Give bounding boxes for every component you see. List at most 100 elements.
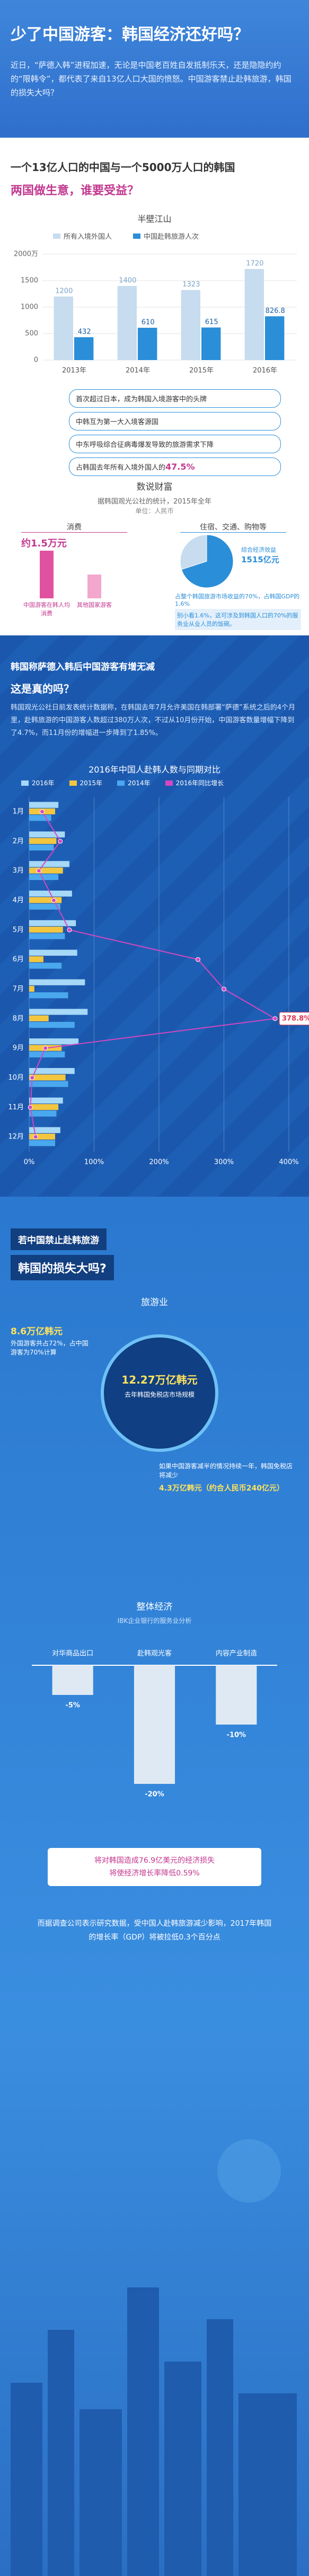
bar <box>29 1015 49 1021</box>
annotation: 378.8% <box>282 1015 309 1022</box>
value-label: 610 <box>142 319 155 327</box>
value-label: 1400 <box>119 277 136 285</box>
bar-chart: 0 500 1000 1500 2000万 2013年 1200 432 2014年 1400 61… <box>14 250 297 375</box>
callout-line: 将对韩国造成76.9亿美元的经济损失 <box>94 1856 215 1865</box>
bar <box>29 1140 55 1146</box>
value-label: 826.8 <box>266 307 285 315</box>
bar <box>29 933 65 939</box>
pie-caption: 综合经济效益 <box>241 546 276 553</box>
line-point <box>30 1075 35 1080</box>
y-tick-label: 7月 <box>13 985 24 993</box>
annotation-bg <box>279 1012 309 1026</box>
title: 少了中国游客：韩国经济还好吗？ <box>11 25 249 44</box>
y-tick-label: 1月 <box>13 807 24 815</box>
y-tick-label: 1500 <box>21 277 38 285</box>
heading: 一个13亿人口的中国与一个5000万人口的韩国 <box>11 161 235 174</box>
x-tick-label: 0% <box>24 1159 35 1166</box>
bar <box>29 861 69 867</box>
legend-label: 2016年 <box>32 779 55 787</box>
legend-swatch <box>165 780 173 786</box>
statement: 占整个韩国旅游市场收益的70%，占韩国GDP的1.6% <box>175 593 300 607</box>
bullet: 占韩国去年所有入境外国人的47.5% <box>69 457 281 476</box>
right-value: 4.3万亿韩元（约合人民币240亿元） <box>159 1484 285 1493</box>
bar <box>29 1021 75 1028</box>
y-tick-label: 12月 <box>8 1133 24 1141</box>
bar <box>29 897 62 903</box>
legend-swatch <box>21 780 29 786</box>
icon-bar <box>87 575 101 598</box>
final-text: 而据调查公司表示研究数据，受中国人赴韩旅游减少影响，2017年韩国的增长率（GD… <box>37 1919 272 1942</box>
callout: 将对韩国造成76.9亿美元的经济损失 将使经济增长率降低0.59% <box>48 1848 261 1886</box>
amount: 约1.5万元 <box>21 538 67 549</box>
value-label: 432 <box>78 328 91 336</box>
bar-label: 中国游客在韩人均消费 <box>23 602 70 617</box>
chart-title: 2016年中国人赴韩人数与同期对比 <box>89 765 220 775</box>
y-tick-label: 4月 <box>13 896 24 904</box>
wealth-source: 据韩国观光公社的统计，2015年全年 <box>97 498 212 506</box>
line-point <box>67 927 72 932</box>
bar <box>29 1081 68 1087</box>
x-tick-label: 2014年 <box>126 367 150 375</box>
chart-title: 半壁江山 <box>137 214 172 224</box>
x-tick-label: 2016年 <box>253 367 277 375</box>
header-bg <box>0 0 309 138</box>
x-tick-label: 300% <box>214 1159 234 1166</box>
y-tick-label: 500 <box>25 330 38 338</box>
legend-item: 2015年 <box>69 778 103 787</box>
subheading: 韩国的损失大吗? <box>11 1255 114 1280</box>
bar <box>29 903 60 910</box>
x-tick-label: 对华商品出口 <box>52 1650 93 1658</box>
circle <box>101 1334 218 1452</box>
legend-swatch <box>117 780 125 786</box>
heading: 若中国禁止赴韩旅游 <box>11 1228 107 1250</box>
line-point <box>36 868 41 874</box>
bar <box>29 831 65 838</box>
bar <box>138 328 157 360</box>
subheading: 两国做生意，谁要受益？ <box>11 184 139 198</box>
pie-chart <box>180 534 234 588</box>
line-point <box>272 1016 278 1021</box>
y-tick-label: 8月 <box>13 1015 24 1022</box>
bar <box>29 867 63 874</box>
line-point <box>58 839 63 844</box>
bar <box>54 297 73 360</box>
bar <box>29 802 59 808</box>
bar <box>29 992 68 999</box>
y-tick-label: 2000万 <box>14 250 38 258</box>
line-point <box>43 1046 48 1051</box>
x-tick-label: 400% <box>279 1159 298 1166</box>
legend: 所有入境外国人 中国赴韩旅游人次 <box>53 231 297 241</box>
bar <box>29 1009 88 1015</box>
bar <box>29 927 63 933</box>
paragraph: 韩国观光公社日前发表统计数据称，在韩国去年7月允许美国在韩部署“萨德”系统之后的… <box>11 704 296 737</box>
bar <box>29 874 59 881</box>
subheading: 这是真的吗？ <box>11 683 74 695</box>
line-point <box>196 957 200 962</box>
bar <box>134 1665 175 1784</box>
bar <box>29 1104 59 1110</box>
x-tick-label: 2013年 <box>62 367 86 375</box>
center-value: 12.27万亿韩元 <box>121 1374 198 1386</box>
value-label: 1720 <box>246 260 263 268</box>
pie-slice <box>181 534 234 588</box>
legend-label: 2015年 <box>80 779 103 787</box>
legend-item: 2016年同比增长 <box>165 778 224 787</box>
bar <box>74 337 94 360</box>
line-point <box>28 1105 33 1110</box>
hbar-chart: 0% 100% 200% 300% 400% 1月 2月 3月 4月 5月 6月 7月 8月 9月 10月 1… <box>8 797 309 1166</box>
y-tick-label: 5月 <box>13 926 24 934</box>
bullet: 中东呼吸综合征病毒爆发导致的旅游需求下降 <box>69 435 281 453</box>
y-tick-label: 10月 <box>8 1074 24 1082</box>
line-point <box>51 897 57 903</box>
center-text: 去年韩国免税店市场规模 <box>124 1391 195 1398</box>
value-label: 615 <box>205 318 218 326</box>
bar <box>29 815 51 821</box>
bar <box>29 1127 60 1133</box>
bar <box>29 920 76 927</box>
value-label: -5% <box>65 1702 80 1710</box>
legend-item: 2014年 <box>117 778 151 787</box>
y-tick-label: 0 <box>34 356 38 364</box>
bar <box>29 1067 75 1074</box>
y-tick-label: 11月 <box>8 1103 24 1111</box>
heading: 韩国称萨德入韩后中国游客有增无减 <box>11 662 155 672</box>
